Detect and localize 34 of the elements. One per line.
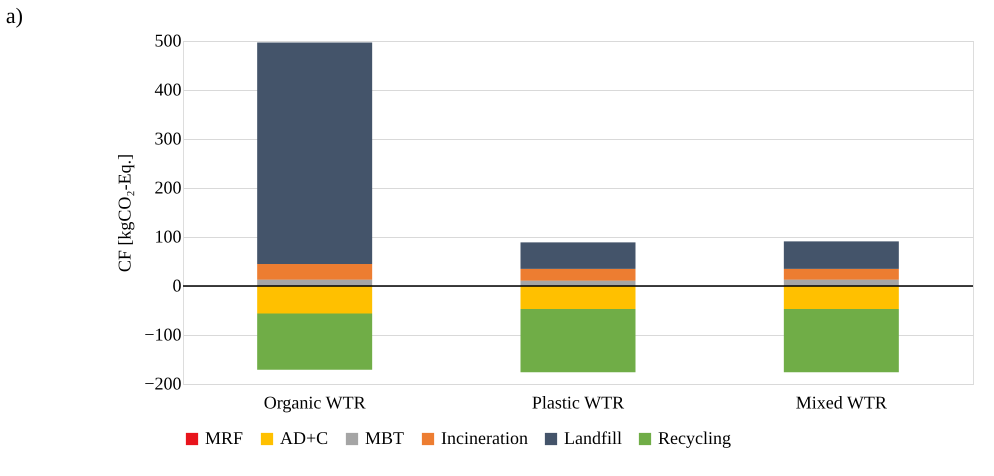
bar: [784, 280, 899, 286]
bar: [257, 313, 372, 370]
bar: [784, 309, 899, 372]
y-tick-label: 300: [154, 128, 182, 148]
x-tick-label: Organic WTR: [264, 392, 366, 412]
y-tick-label: 0: [172, 276, 182, 296]
bar: [520, 280, 636, 286]
bar: [257, 42, 372, 264]
x-tick-label: Mixed WTR: [796, 392, 887, 412]
legend-label: MRF: [205, 428, 244, 448]
bar: [520, 242, 636, 269]
bar: [257, 286, 372, 314]
bar: [784, 268, 899, 280]
bar: [520, 268, 636, 281]
legend-label: Recycling: [658, 428, 731, 448]
y-tick-label: 100: [154, 226, 182, 246]
y-axis-title: CF [kgCO₂-Eq.]: [114, 154, 134, 272]
x-tick-label: Plastic WTR: [532, 392, 624, 412]
legend-label: Landfill: [564, 428, 622, 448]
bar: [784, 286, 899, 310]
y-tick-label: 500: [154, 30, 182, 50]
bar: [257, 264, 372, 280]
y-tick-label: 400: [154, 80, 182, 100]
text: a): [6, 3, 23, 28]
bar: [784, 241, 899, 269]
legend-label: Incineration: [441, 428, 528, 448]
y-tick-label: −100: [144, 324, 182, 344]
legend-label: MBT: [365, 428, 404, 448]
y-tick-label: −200: [144, 374, 182, 394]
y-tick-label: 200: [154, 178, 182, 198]
legend-label: AD+C: [280, 428, 328, 448]
bar: [520, 286, 636, 310]
bar: [257, 280, 372, 286]
bar: [520, 309, 636, 372]
